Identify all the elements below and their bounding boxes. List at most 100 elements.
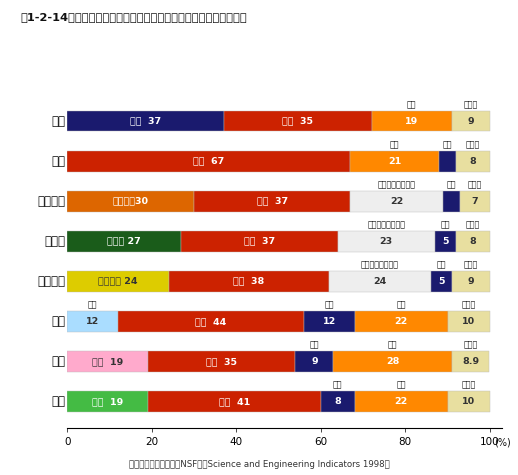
Text: 米国  35: 米国 35	[206, 357, 237, 366]
Bar	[181, 231, 338, 252]
Text: その他: その他	[464, 260, 478, 269]
Text: 22: 22	[394, 317, 408, 326]
Text: 19: 19	[405, 116, 418, 125]
Text: 7: 7	[472, 197, 478, 206]
Text: ドイツ: ドイツ	[44, 235, 65, 248]
Bar	[67, 351, 148, 372]
Bar	[148, 351, 295, 372]
Text: 日本: 日本	[443, 140, 452, 149]
Text: 日本: 日本	[333, 380, 342, 390]
Text: 10: 10	[462, 397, 475, 406]
Text: 21: 21	[388, 157, 401, 166]
Bar	[452, 271, 490, 292]
Text: 8: 8	[469, 237, 476, 246]
Bar	[456, 231, 490, 252]
Bar	[456, 151, 490, 171]
Bar	[355, 391, 448, 412]
Text: 10: 10	[462, 317, 475, 326]
Text: 5: 5	[438, 277, 444, 286]
Text: (%): (%)	[494, 437, 511, 447]
Text: 中国  19: 中国 19	[92, 357, 123, 366]
Bar	[371, 111, 452, 132]
Bar	[67, 111, 224, 132]
Text: その他: その他	[462, 300, 476, 309]
Bar	[443, 191, 460, 211]
Bar	[194, 191, 350, 211]
Bar	[67, 391, 148, 412]
Bar	[334, 351, 452, 372]
Text: 日本: 日本	[441, 220, 450, 229]
Bar	[430, 271, 452, 292]
Text: 欧州（自国以外）: 欧州（自国以外）	[361, 260, 399, 269]
Bar	[435, 231, 456, 252]
Text: 23: 23	[380, 237, 393, 246]
Text: ドイツ 27: ドイツ 27	[108, 237, 141, 246]
Text: 資料：米国科学財団（NSF）「Science and Engineering Indicators 1998」: 資料：米国科学財団（NSF）「Science and Engineering I…	[128, 460, 390, 469]
Text: 12: 12	[323, 317, 336, 326]
Text: その他: その他	[468, 180, 482, 189]
Text: イギリス: イギリス	[37, 195, 65, 208]
Bar	[304, 311, 355, 332]
Text: その他: その他	[464, 100, 478, 109]
Text: 24: 24	[373, 277, 386, 286]
Text: フランス 24: フランス 24	[98, 277, 138, 286]
Text: 日本: 日本	[51, 114, 65, 128]
Text: 中国: 中国	[51, 355, 65, 368]
Text: フランス: フランス	[37, 275, 65, 288]
Text: その他: その他	[464, 341, 478, 350]
Text: 欧州: 欧州	[390, 140, 399, 149]
Bar	[329, 271, 430, 292]
Bar	[350, 151, 439, 171]
Text: 22: 22	[390, 197, 404, 206]
Text: 日本: 日本	[324, 300, 334, 309]
Bar	[295, 351, 334, 372]
Bar	[355, 311, 448, 332]
Text: 12: 12	[86, 317, 99, 326]
Text: 9: 9	[311, 357, 318, 366]
Text: 欧州: 欧州	[388, 341, 397, 350]
Bar	[439, 151, 456, 171]
Text: 米国  35: 米国 35	[282, 116, 313, 125]
Text: 米国: 米国	[51, 154, 65, 168]
Text: 8: 8	[469, 157, 476, 166]
Text: 米国  37: 米国 37	[244, 237, 275, 246]
Text: 日本: 日本	[310, 341, 319, 350]
Bar	[67, 151, 350, 171]
Bar	[350, 191, 443, 211]
Bar	[452, 111, 490, 132]
Text: 9: 9	[467, 277, 474, 286]
Text: 22: 22	[394, 397, 408, 406]
Text: 欧州: 欧州	[396, 380, 406, 390]
Text: 9: 9	[467, 116, 474, 125]
Bar	[67, 231, 181, 252]
Bar	[338, 231, 435, 252]
Text: 日本: 日本	[447, 180, 456, 189]
Bar	[321, 391, 355, 412]
Text: イギリス30: イギリス30	[113, 197, 149, 206]
Bar	[148, 391, 321, 412]
Text: 28: 28	[386, 357, 399, 366]
Text: その他: その他	[462, 380, 476, 390]
Text: 日本  37: 日本 37	[130, 116, 161, 125]
Text: 韓国: 韓国	[88, 300, 97, 309]
Bar	[448, 391, 490, 412]
Text: 欧州: 欧州	[396, 300, 406, 309]
Text: 米国  38: 米国 38	[234, 277, 265, 286]
Text: その他: その他	[466, 220, 480, 229]
Bar	[67, 191, 194, 211]
Text: 米国  41: 米国 41	[219, 397, 250, 406]
Bar	[452, 351, 490, 372]
Text: 欧州（自国以外）: 欧州（自国以外）	[367, 220, 405, 229]
Text: 8: 8	[334, 397, 341, 406]
Text: 台湾: 台湾	[51, 395, 65, 408]
Text: 米国  44: 米国 44	[195, 317, 226, 326]
Text: 日本: 日本	[437, 260, 446, 269]
Text: 欧州（自国以外）: 欧州（自国以外）	[378, 180, 416, 189]
Bar	[169, 271, 329, 292]
Bar	[67, 311, 118, 332]
Text: 台湾  19: 台湾 19	[92, 397, 123, 406]
Bar	[67, 271, 169, 292]
Text: 米国  67: 米国 67	[193, 157, 224, 166]
Text: 欧州: 欧州	[407, 100, 416, 109]
Bar	[118, 311, 304, 332]
